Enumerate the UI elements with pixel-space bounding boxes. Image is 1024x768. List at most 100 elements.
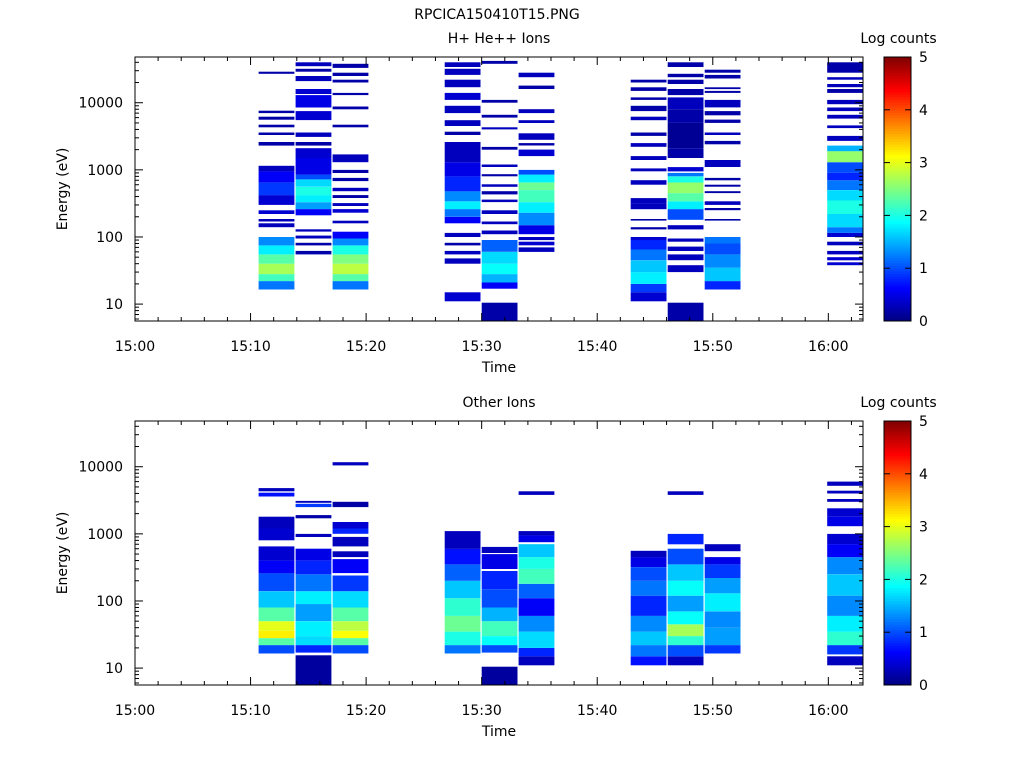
heatmap-cell bbox=[518, 237, 555, 241]
colorbar-segment bbox=[884, 96, 911, 100]
heatmap-cell bbox=[518, 531, 555, 536]
heatmap-cell bbox=[704, 119, 741, 123]
colorbar-segment bbox=[884, 547, 911, 551]
colorbar-segment bbox=[884, 605, 911, 609]
colorbar-segment bbox=[884, 276, 911, 280]
colorbar-segment bbox=[884, 284, 911, 288]
colorbar-segment bbox=[884, 558, 911, 562]
heatmap-cell bbox=[704, 201, 741, 205]
colorbar-segment bbox=[884, 603, 911, 607]
heatmap-cell bbox=[258, 124, 295, 128]
heatmap-cell bbox=[704, 184, 741, 187]
heatmap-cell bbox=[444, 209, 481, 217]
colorbar-segment bbox=[884, 592, 911, 596]
heatmap-cell bbox=[332, 154, 369, 163]
colorbar-segment bbox=[884, 218, 911, 222]
heatmap-cell bbox=[667, 172, 704, 177]
colorbar-segment bbox=[884, 146, 911, 150]
colorbar-segment bbox=[884, 574, 911, 578]
heatmap-cell bbox=[258, 210, 295, 214]
heatmap-cell bbox=[667, 265, 704, 273]
heatmap-cell bbox=[518, 120, 555, 123]
colorbar-segment bbox=[884, 315, 911, 319]
colorbar-segment bbox=[884, 236, 911, 240]
heatmap-cell bbox=[518, 149, 555, 157]
heatmap-cell bbox=[332, 245, 369, 255]
heatmap-cell bbox=[258, 488, 295, 492]
heatmap-cell bbox=[481, 199, 518, 203]
heatmap-cell bbox=[444, 176, 481, 192]
heatmap-cell bbox=[667, 564, 704, 581]
heatmap-cell bbox=[704, 87, 741, 90]
heatmap-cell bbox=[295, 621, 332, 637]
colorbar-segment bbox=[884, 439, 911, 443]
x-tick-label: 16:00 bbox=[808, 339, 848, 355]
colorbar-tick-label: 1 bbox=[919, 261, 928, 277]
heatmap-cell bbox=[630, 272, 667, 284]
heatmap-cell bbox=[704, 99, 741, 108]
heatmap-cell bbox=[667, 624, 704, 637]
x-tick-label: 15:30 bbox=[461, 339, 501, 355]
colorbar-segment bbox=[884, 186, 911, 190]
heatmap-cell bbox=[444, 631, 481, 646]
heatmap-cell bbox=[258, 263, 295, 275]
heatmap-cell bbox=[295, 229, 332, 232]
heatmap-cell bbox=[827, 151, 863, 163]
heatmap-cell bbox=[827, 62, 863, 73]
heatmap-cell bbox=[332, 630, 369, 639]
heatmap-cell bbox=[258, 281, 295, 290]
x-tick-label: 16:00 bbox=[808, 703, 848, 719]
heatmap-cell bbox=[444, 162, 481, 177]
heatmap-cell bbox=[444, 242, 481, 246]
colorbar-segment bbox=[884, 289, 911, 293]
heatmap-cell bbox=[827, 544, 863, 558]
colorbar-segment bbox=[884, 534, 911, 538]
colorbar-segment bbox=[884, 57, 911, 61]
heatmap-cell bbox=[444, 120, 481, 126]
colorbar-segment bbox=[884, 233, 911, 238]
colorbar-segment bbox=[884, 99, 911, 103]
heatmap-cell bbox=[295, 111, 332, 121]
colorbar-segment bbox=[884, 183, 911, 187]
heatmap-cell bbox=[444, 131, 481, 135]
heatmap-cell bbox=[704, 177, 741, 181]
colorbar-segment bbox=[884, 579, 911, 583]
x-axis-label: Time bbox=[481, 360, 516, 376]
colorbar-segment bbox=[884, 170, 911, 174]
heatmap-cell bbox=[704, 281, 741, 290]
heatmap-cell bbox=[518, 212, 555, 226]
heatmap-cell bbox=[827, 241, 863, 246]
heatmap-cell bbox=[258, 237, 295, 246]
colorbar-segment bbox=[884, 196, 911, 201]
heatmap-cell bbox=[518, 568, 555, 584]
colorbar-segment bbox=[884, 64, 911, 69]
colorbar-segment bbox=[884, 167, 911, 172]
heatmap-cell bbox=[518, 598, 555, 616]
colorbar-segment bbox=[884, 199, 911, 203]
heatmap-cell bbox=[258, 165, 295, 172]
heatmap-cell bbox=[518, 583, 555, 599]
colorbar-tick-label: 0 bbox=[919, 678, 928, 694]
colorbar-segment bbox=[884, 318, 911, 322]
heatmap-cell bbox=[667, 176, 704, 183]
colorbar-segment bbox=[884, 682, 911, 686]
colorbar-segment bbox=[884, 262, 911, 267]
colorbar-segment bbox=[884, 223, 911, 227]
figure-title: RPCICA150410T15.PNG bbox=[414, 7, 579, 23]
colorbar-segment bbox=[884, 489, 911, 493]
heatmap-cell bbox=[667, 73, 704, 78]
heatmap-cell bbox=[667, 109, 704, 123]
heatmap-cell bbox=[444, 79, 481, 88]
colorbar: 0 1 2 3 4 5 Log counts bbox=[860, 395, 936, 694]
heatmap-cell bbox=[332, 281, 369, 290]
heatmap-cell bbox=[630, 198, 667, 204]
heatmap-cell bbox=[481, 99, 518, 103]
colorbar-segment bbox=[884, 101, 911, 106]
heatmap-cell bbox=[332, 559, 369, 574]
heatmap-cell bbox=[630, 580, 667, 596]
x-axis-label: Time bbox=[481, 724, 516, 740]
colorbar-segment bbox=[884, 220, 911, 224]
heatmap-cell bbox=[827, 508, 863, 517]
colorbar-segment bbox=[884, 231, 911, 235]
panel-other-ions: 15:00 15:10 15:20 15:30 15:40 15:50 16:0010100… bbox=[55, 395, 937, 740]
